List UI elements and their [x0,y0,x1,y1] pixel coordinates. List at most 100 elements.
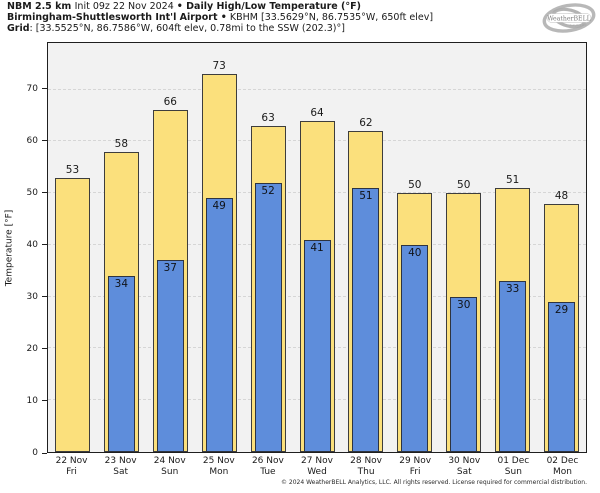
high-value-label: 66 [163,96,177,109]
high-value-label: 51 [505,173,520,186]
x-axis-label-day: Thu [357,466,375,477]
high-value-label: 58 [114,137,129,150]
x-axis-label-date: 02 Dec [546,456,579,466]
low-bar: 30 [450,296,478,452]
x-axis-label: 01 Dec Sun [488,456,538,477]
low-bar: 37 [156,260,184,452]
x-axis-label: 30 Nov Sat [439,456,489,477]
x-axis-label-day: Fri [66,466,77,477]
x-axis-label-date: 01 Dec [497,456,530,466]
x-axis-label-day: Sat [456,466,472,477]
x-axis-label-date: 22 Nov [55,456,88,466]
y-axis-ticks: 0 10 20 30 40 50 60 70 [0,42,47,458]
low-bar: 33 [499,281,527,452]
y-axis-tick-label-70: 70 [26,83,38,94]
high-value-label: 64 [310,106,324,119]
logo-tagline-text: Analytics LLC [569,23,586,27]
y-axis-tick-40 [42,244,47,246]
y-axis-tick-70 [42,88,47,90]
high-bar [54,177,90,452]
title-line-1: NBM 2.5 km Init 09z 22 Nov 2024 • Daily … [7,1,433,13]
station-coordinates: KBHM [33.5629°N, 86.7535°W, 650ft elev] [226,11,434,23]
x-axis-label: 25 Nov Mon [194,456,244,477]
grid-coordinates: : [33.5525°N, 86.7586°W, 604ft elev, 0.7… [29,22,345,34]
high-value-label: 63 [261,111,275,124]
x-axis-label-day: Sun [161,466,179,477]
y-axis-tick-label-0: 0 [32,448,38,458]
low-bar: 52 [254,182,282,452]
x-axis-labels: 22 Nov Fri 23 Nov Sat 24 Nov Sun 25 Nov Mon 26 N… [47,456,587,482]
title-line-3: Grid: [33.5525°N, 86.7586°W, 604ft elev,… [7,22,433,35]
y-axis-tick-label-60: 60 [26,135,38,146]
y-axis-tick-0 [42,452,47,454]
x-axis-label-day: Tue [260,466,276,477]
y-axis-tick-label-40: 40 [26,239,38,250]
y-axis-tick-label-50: 50 [26,187,38,198]
x-axis-label: 27 Nov Wed [292,456,342,477]
high-value-label: 73 [212,60,226,73]
x-axis-label-date: 29 Nov [399,456,432,466]
y-axis-tick-10 [42,400,47,402]
x-axis-label-day: Mon [552,466,572,477]
low-value-label: 30 [457,298,471,311]
y-axis-tick-label-20: 20 [26,343,38,354]
init-time: Init 09z 22 Nov 2024 [74,1,177,12]
low-bar: 41 [303,239,331,452]
low-value-label: 49 [212,200,226,213]
low-value-label: 52 [261,184,275,197]
x-axis-label-day: Sun [504,466,522,477]
x-axis-label-date: 30 Nov [448,456,481,466]
title-line-2: Birmingham-Shuttlesworth Int'l Airport •… [7,11,434,24]
chart-header: NBM 2.5 km Init 09z 22 Nov 2024 • Daily … [7,1,434,35]
y-axis-tick-60 [42,140,47,142]
high-value-label: 53 [65,163,80,176]
low-value-label: 29 [554,303,569,316]
high-value-label: 50 [408,179,422,192]
station-name: Birmingham-Shuttlesworth Int'l Airport • [7,11,227,23]
low-bar: 34 [107,275,135,452]
x-axis-label: 28 Nov Thu [341,456,391,477]
low-bar: 51 [352,187,380,452]
grid-label: Grid [7,22,30,34]
x-axis-label-date: 24 Nov [153,456,186,466]
x-axis-label: 24 Nov Sun [145,456,195,477]
low-value-label: 40 [408,246,422,259]
x-axis-label-day: Sat [113,466,128,477]
weatherbell-logo: WeatherBELL Analytics LLC [540,1,598,37]
plot-area: 53 58 34 66 37 73 49 63 52 64 41 62 51 50 40 50 30 51 33 48… [47,42,587,453]
x-axis-label: 26 Nov Tue [243,456,293,477]
x-axis-label-day: Mon [209,466,229,477]
gridline-70 [48,88,586,90]
x-axis-label-date: 28 Nov [350,456,383,466]
y-axis-tick-label-30: 30 [26,291,38,302]
low-bar: 49 [205,198,233,452]
y-axis-tick-30 [42,296,47,298]
x-axis-label: 23 Nov Sat [96,456,146,477]
hurricane-swirl-icon: WeatherBELL Analytics LLC [542,3,596,33]
copyright-text: © 2024 WeatherBELL Analytics, LLC. All r… [281,479,587,486]
x-axis-label-date: 27 Nov [301,456,333,466]
high-value-label: 48 [554,189,569,202]
y-axis-tick-50 [42,192,47,194]
x-axis-label: 29 Nov Fri [390,456,440,477]
x-axis-label-day: Wed [307,466,327,477]
x-axis-label: 02 Dec Mon [537,456,587,477]
x-axis-label: 22 Nov Fri [47,456,97,477]
high-value-label: 50 [457,179,471,192]
x-axis-label-date: 25 Nov [202,456,235,466]
chart-title: • Daily High/Low Temperature (°F) [176,1,361,12]
y-axis-tick-20 [42,348,47,350]
low-bar: 40 [401,244,429,452]
y-axis-tick-label-10: 10 [26,395,38,406]
model-name: NBM 2.5 km [7,1,75,12]
low-value-label: 33 [505,283,520,296]
low-value-label: 51 [359,189,373,202]
x-axis-label-date: 23 Nov [104,456,137,466]
low-value-label: 34 [114,277,129,290]
low-bar: 29 [548,301,576,452]
high-value-label: 62 [359,117,373,130]
x-axis-label-day: Fri [409,466,421,477]
x-axis-label-date: 26 Nov [251,456,284,466]
low-value-label: 41 [310,241,324,254]
